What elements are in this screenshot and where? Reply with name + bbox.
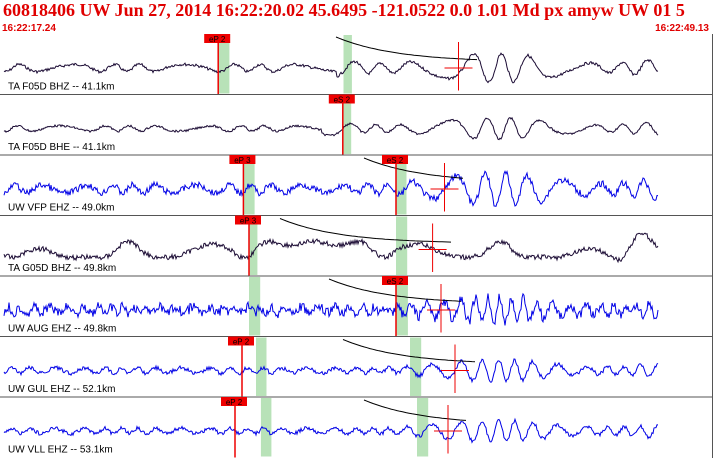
phase-pick-flag[interactable] bbox=[229, 155, 256, 164]
coda-curve bbox=[363, 399, 467, 421]
phase-pick-flag[interactable] bbox=[228, 336, 254, 346]
coda-curve bbox=[328, 278, 462, 302]
phase-pick-label: eP 2 bbox=[209, 35, 226, 44]
station-label: TA F05D BHZ -- 41.1km bbox=[8, 82, 115, 93]
p-window bbox=[249, 216, 258, 275]
waveform bbox=[3, 52, 659, 84]
phase-pick-flag[interactable] bbox=[204, 34, 231, 43]
phase-pick-label: eP 3 bbox=[240, 217, 257, 226]
coda-curve bbox=[335, 36, 478, 61]
end-time: 16:22:49.13 bbox=[655, 23, 709, 34]
phase-pick-flag[interactable] bbox=[328, 94, 355, 104]
p-window bbox=[260, 398, 272, 457]
coda-curve bbox=[279, 218, 452, 243]
station-label: TA F05D BHE -- 41.1km bbox=[8, 142, 115, 153]
waveform bbox=[3, 169, 659, 207]
waveform bbox=[3, 232, 659, 264]
event-header: 60818406 UW Jun 27, 2014 16:22:20.02 45.… bbox=[0, 0, 713, 34]
p-window bbox=[218, 35, 230, 94]
s-window bbox=[417, 398, 429, 457]
event-title: 60818406 UW Jun 27, 2014 16:22:20.02 45.… bbox=[3, 0, 685, 20]
phase-pick-label: eP 2 bbox=[226, 398, 243, 407]
waveform bbox=[3, 417, 659, 444]
p-window bbox=[256, 337, 267, 396]
phase-pick-2-label: eS 2 bbox=[387, 277, 404, 286]
s-window bbox=[410, 337, 422, 396]
start-time: 16:22:17.24 bbox=[2, 23, 56, 34]
waveform bbox=[3, 358, 659, 384]
station-label: UW VFP EHZ -- 49.0km bbox=[8, 203, 115, 214]
phase-pick-2-label: eS 2 bbox=[387, 156, 404, 165]
s-window bbox=[396, 156, 407, 215]
seismogram-panel[interactable]: eP 2 TA F05D BHZ -- 41.1km eS 2 TA F05D BHE… bbox=[0, 34, 713, 458]
s-window bbox=[396, 216, 408, 275]
p-window bbox=[249, 277, 261, 336]
coda-curve bbox=[363, 157, 464, 179]
phase-pick-2-flag[interactable] bbox=[382, 155, 408, 164]
phase-pick-flag[interactable] bbox=[235, 215, 261, 225]
p-window bbox=[243, 156, 255, 215]
phase-pick-2-flag[interactable] bbox=[382, 276, 408, 285]
phase-pick-label: eP 3 bbox=[234, 156, 251, 165]
waveform bbox=[3, 116, 659, 141]
station-label: UW AUG EHZ -- 49.8km bbox=[8, 324, 116, 335]
phase-pick-label: eP 2 bbox=[233, 338, 250, 347]
coda-curve bbox=[342, 339, 476, 363]
phase-pick-flag[interactable] bbox=[221, 397, 247, 406]
waveform bbox=[3, 292, 659, 326]
station-label: TA G05D BHZ -- 49.8km bbox=[8, 263, 116, 274]
s-window bbox=[396, 277, 408, 336]
station-label: UW VLL EHZ -- 53.1km bbox=[8, 445, 113, 456]
station-label: UW GUL EHZ -- 52.1km bbox=[8, 384, 115, 395]
phase-pick-label: eS 2 bbox=[334, 96, 351, 105]
